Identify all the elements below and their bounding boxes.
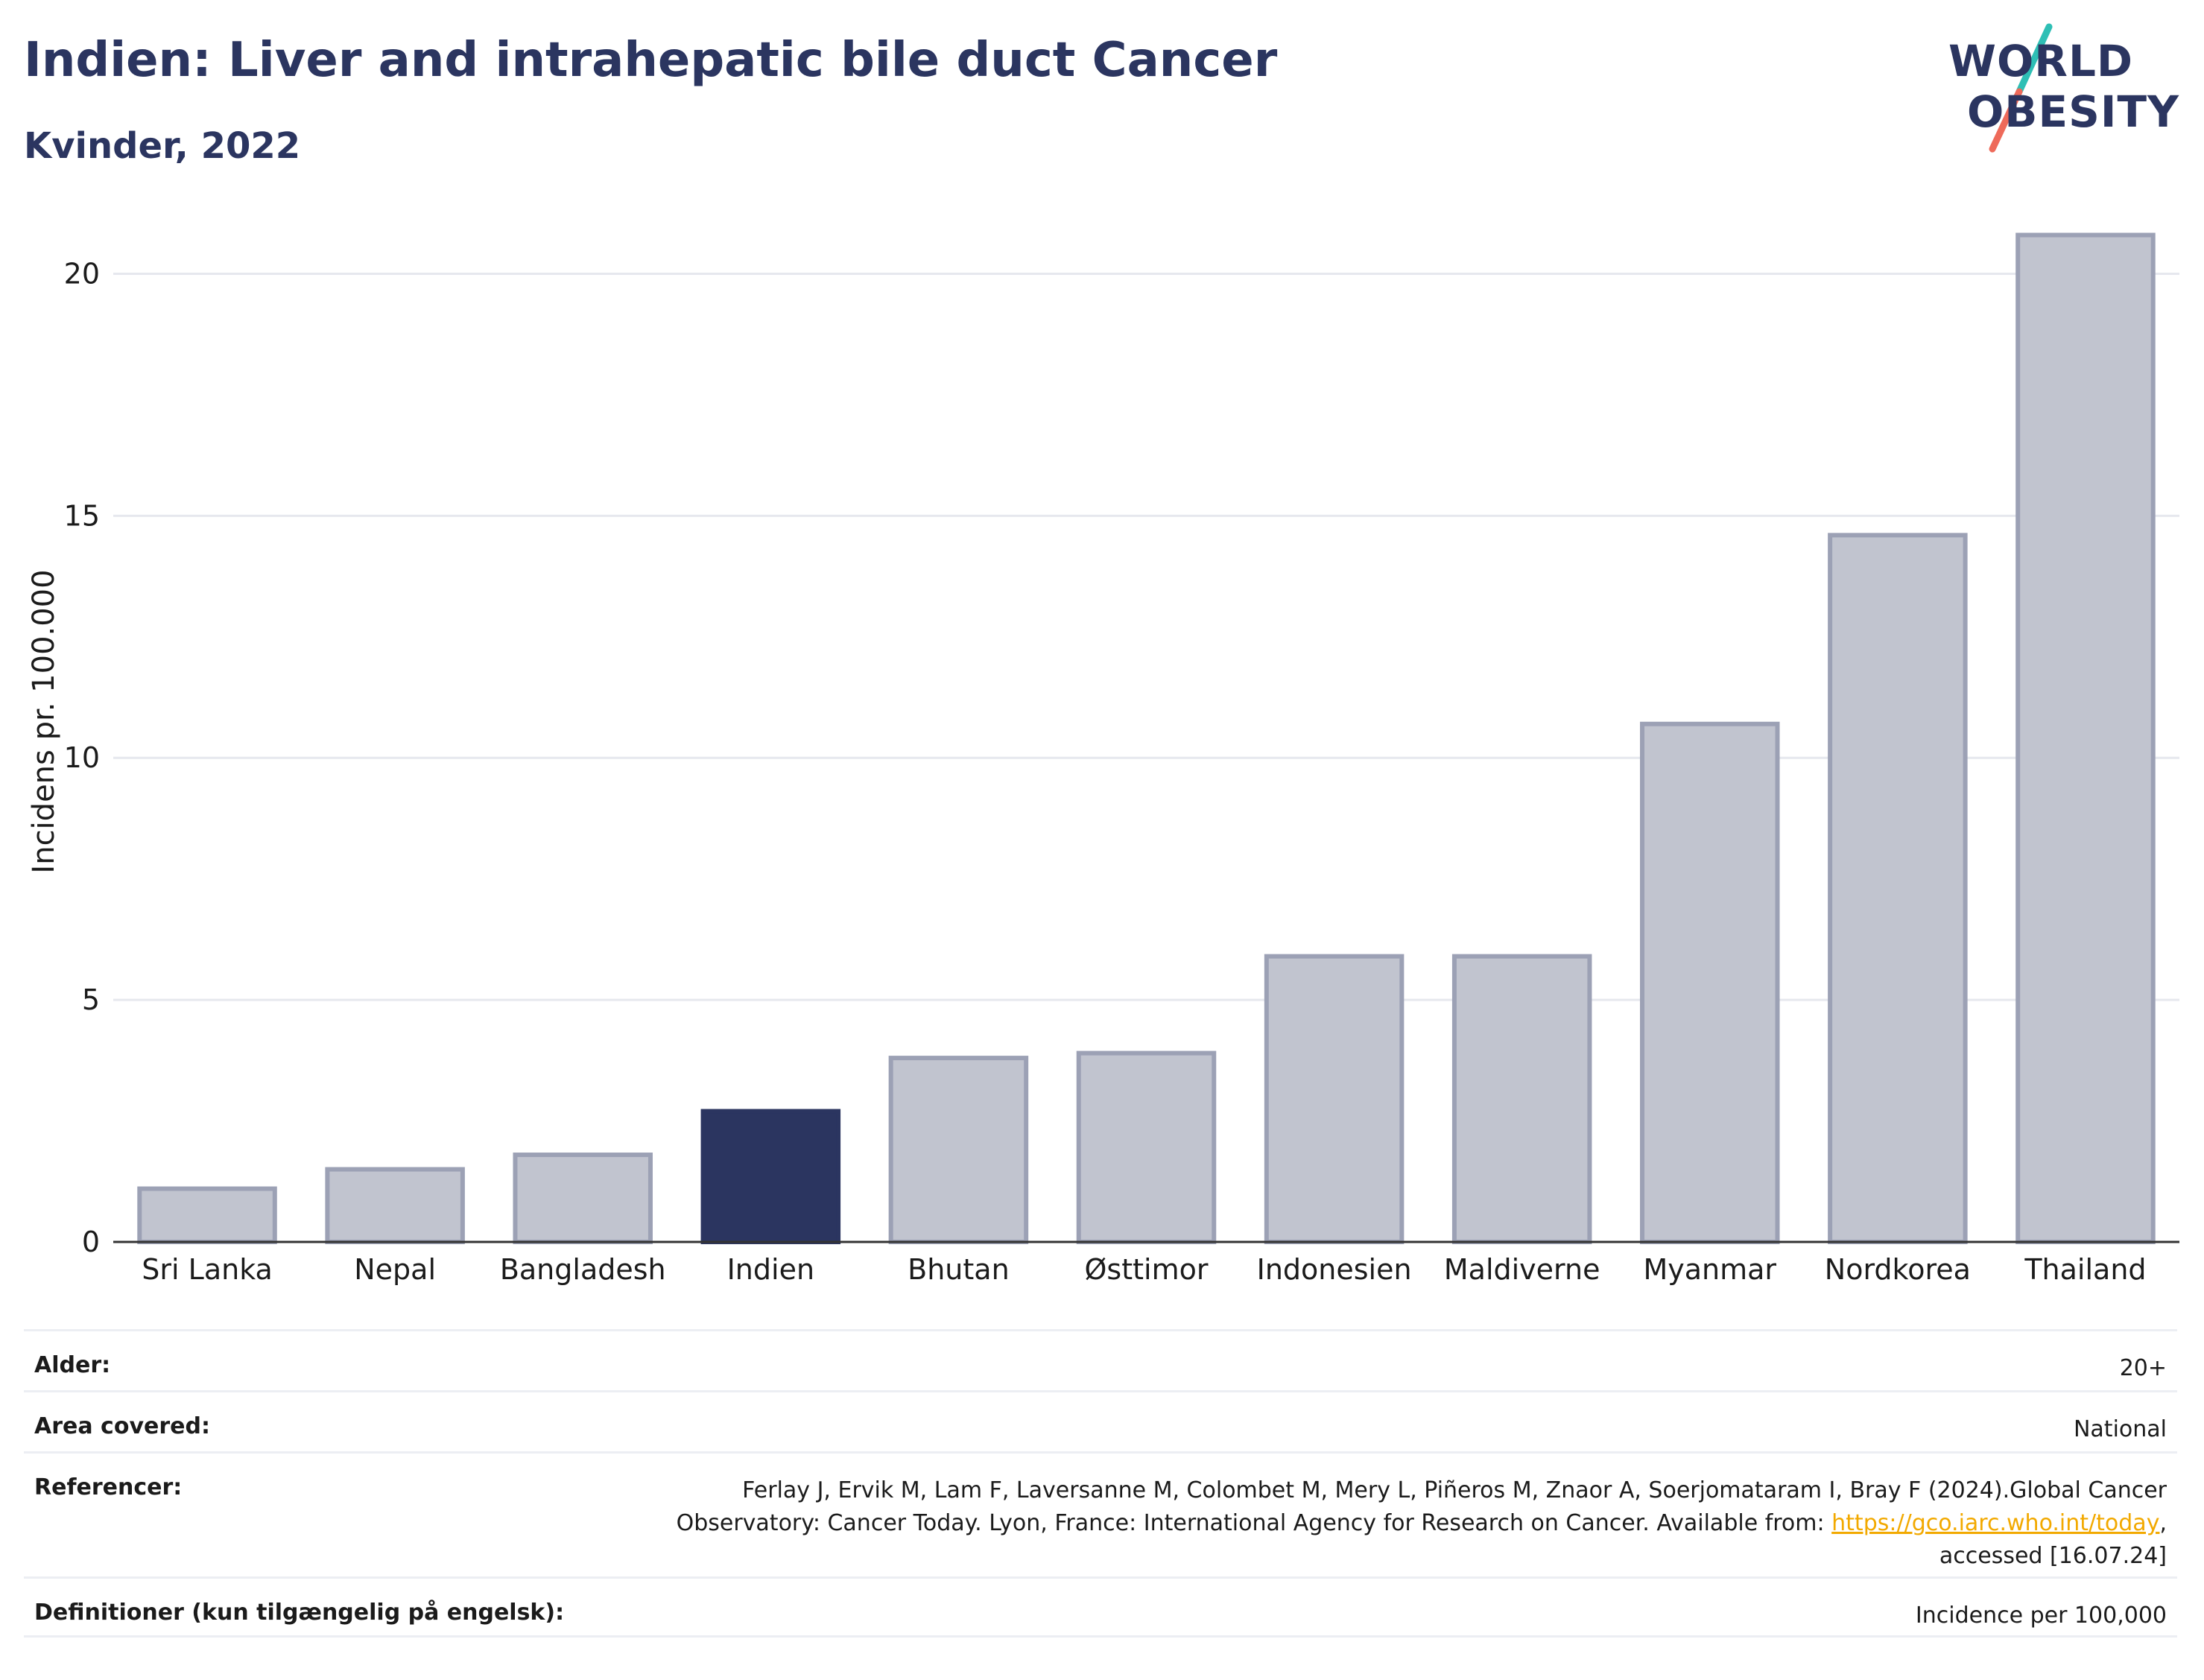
x-tick-label: Maldiverne [1444,1253,1600,1286]
x-tick-label: Sri Lanka [142,1253,273,1286]
logo-word-obesity: OBESITY [1967,86,2180,137]
x-tick-label: Bangladesh [500,1253,666,1286]
reference-link[interactable]: https://gco.iarc.who.int/today [1831,1510,2160,1536]
meta-row-age: Alder: 20+ [24,1329,2177,1390]
bar-østtimor [1076,1050,1217,1244]
y-tick-label: 0 [82,1226,100,1258]
bar-indonesien [1264,954,1405,1244]
bar-bangladesh [513,1153,653,1245]
y-axis-label: Incidens pr. 100.000 [27,569,61,873]
bars [137,232,2156,1245]
meta-value-definitions: Incidence per 100,000 [1915,1603,2167,1629]
y-tick-label: 20 [64,257,100,290]
x-tick-label: Østtimor [1085,1253,1209,1286]
meta-row-references: Referencer: Ferlay J, Ervik M, Lam F, La… [24,1451,2177,1576]
reference-line-3: accessed [16.07.24] [1939,1543,2167,1569]
bar-myanmar [1640,721,1780,1244]
meta-value-references: Ferlay J, Ervik M, Lam F, Laversanne M, … [677,1474,2167,1573]
y-tick-label: 5 [82,983,100,1016]
logo-slash-icon [1989,23,2053,153]
reference-comma: , [2159,1510,2167,1536]
bar-nepal [325,1167,465,1245]
x-tick-label: Indonesien [1257,1253,1412,1286]
x-tick-labels: Sri Lanka Nepal Bangladesh Indien Bhutan Østt… [142,1253,2146,1286]
chart-title: Indien: Liver and intrahepatic bile duct… [24,33,1278,88]
y-tick-label: 15 [64,499,100,532]
bar-sri-lanka [137,1186,277,1245]
meta-row-definitions: Definitioner (kun tilgængelig på engelsk… [24,1576,2177,1638]
world-obesity-logo: WORLD OBESITY [1937,21,2191,162]
bar-nordkorea [1828,533,1968,1244]
bar-chart: 0 5 10 15 20 Sri Lanka Nepal Bangladesh Indien B… [27,232,2179,1286]
reference-line-2: Observatory: Cancer Today. Lyon, France:… [676,1510,1832,1536]
y-tick-labels: 0 5 10 15 20 [64,257,100,1258]
meta-row-area: Area covered: National [24,1390,2177,1451]
reference-line-1: Ferlay J, Ervik M, Lam F, Laversanne M, … [742,1477,2167,1503]
logo-word-world: WORLD [1948,36,2134,86]
y-tick-label: 10 [64,741,100,774]
x-tick-label: Nordkorea [1825,1253,1971,1286]
metadata-table: Alder: 20+ Area covered: National Refere… [24,1329,2177,1638]
x-tick-label: Nepal [354,1253,436,1286]
meta-key-age: Alder: [34,1352,111,1378]
meta-value-area: National [2073,1416,2167,1442]
x-tick-label: Thailand [2024,1253,2146,1286]
bar-maldiverne [1451,954,1592,1244]
bar-thailand [2015,232,2156,1244]
meta-key-area: Area covered: [34,1413,210,1439]
x-tick-label: Myanmar [1643,1253,1776,1286]
bar-bhutan [888,1056,1029,1244]
chart-subtitle: Kvinder, 2022 [24,125,301,167]
x-tick-label: Bhutan [908,1253,1010,1286]
x-tick-label: Indien [727,1253,814,1286]
meta-key-definitions: Definitioner (kun tilgængelig på engelsk… [34,1600,565,1626]
meta-key-references: Referencer: [34,1474,183,1500]
bar-indien [700,1109,841,1244]
meta-value-age: 20+ [2119,1355,2167,1381]
